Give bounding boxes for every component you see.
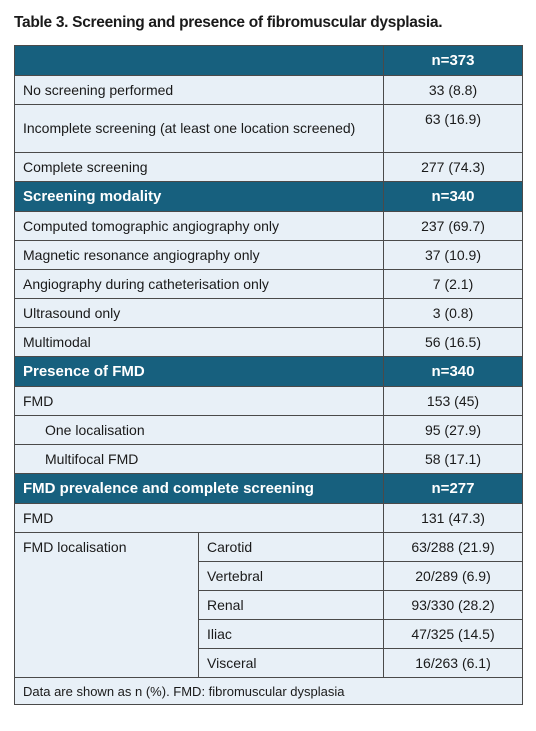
section-n: n=340 [383, 356, 523, 387]
table-row: Computed tomographic angiography only 237… [14, 211, 523, 241]
row-value: 37 (10.9) [383, 240, 523, 270]
table-row: FMD prevalence and complete screening n=2… [14, 473, 523, 504]
table-row: No screening performed 33 (8.8) [14, 75, 523, 105]
table-row: Complete screening 277 (74.3) [14, 152, 523, 182]
row-label: FMD [14, 503, 384, 533]
row-label: Complete screening [14, 152, 384, 182]
table-row: FMD localisation Carotid 63/288 (21.9) [14, 532, 523, 678]
row-label: No screening performed [14, 75, 384, 105]
section-n: n=340 [383, 181, 523, 212]
table-row: FMD 131 (47.3) [14, 503, 523, 533]
section-header: Screening modality [14, 181, 384, 212]
site-value: 93/330 (28.2) [383, 590, 523, 620]
table-row: Presence of FMD n=340 [14, 356, 523, 387]
site-value: 20/289 (6.9) [383, 561, 523, 591]
table: n=373 No screening performed 33 (8.8) Incom… [14, 45, 523, 705]
site-value: 47/325 (14.5) [383, 619, 523, 649]
table-row: FMD 153 (45) [14, 386, 523, 416]
row-label: Angiography during catheterisation only [14, 269, 384, 299]
row-value: 56 (16.5) [383, 327, 523, 357]
site-label: Visceral [198, 648, 384, 678]
row-label: Computed tomographic angiography only [14, 211, 384, 241]
subrow-value: 58 (17.1) [383, 444, 523, 474]
section-header [14, 45, 384, 76]
table-row: Angiography during catheterisation only 7… [14, 269, 523, 299]
table-row: Magnetic resonance angiography only 37 (1… [14, 240, 523, 270]
row-value: 277 (74.3) [383, 152, 523, 182]
table-row: Visceral 16/263 (6.1) [15, 648, 523, 678]
site-label: Iliac [198, 619, 384, 649]
site-value: 63/288 (21.9) [383, 532, 523, 562]
subrow-label: One localisation [14, 415, 384, 445]
row-label: Multimodal [14, 327, 384, 357]
section-header: Presence of FMD [14, 356, 384, 387]
table-row: Iliac 47/325 (14.5) [15, 619, 523, 649]
subrow-label: Multifocal FMD [14, 444, 384, 474]
row-value: 7 (2.1) [383, 269, 523, 299]
subrow-value: 95 (27.9) [383, 415, 523, 445]
row-label: FMD [14, 386, 384, 416]
site-label: Renal [198, 590, 384, 620]
table-row: Data are shown as n (%). FMD: fibromuscu… [14, 677, 523, 705]
row-value: 63 (16.9) [383, 104, 523, 153]
table-row: One localisation 95 (27.9) [14, 415, 523, 445]
site-label: Carotid [198, 532, 384, 562]
section-n: n=373 [383, 45, 523, 76]
table-title: Table 3. Screening and presence of fibro… [14, 14, 443, 31]
row-value: 33 (8.8) [383, 75, 523, 105]
row-label: Magnetic resonance angiography only [14, 240, 384, 270]
table-row: Incomplete screening (at least one locat… [14, 104, 523, 153]
row-label: FMD localisation [14, 532, 199, 678]
table-note: Data are shown as n (%). FMD: fibromuscu… [14, 677, 523, 705]
section-header: FMD prevalence and complete screening [14, 473, 384, 504]
table-row: n=373 [14, 45, 523, 76]
section-n: n=277 [383, 473, 523, 504]
site-value: 16/263 (6.1) [383, 648, 523, 678]
table-row: Multimodal 56 (16.5) [14, 327, 523, 357]
row-label: Incomplete screening (at least one locat… [14, 104, 384, 153]
row-value: 153 (45) [383, 386, 523, 416]
table-row: Vertebral 20/289 (6.9) [15, 561, 523, 591]
site-label: Vertebral [198, 561, 384, 591]
row-value: 131 (47.3) [383, 503, 523, 533]
row-value: 3 (0.8) [383, 298, 523, 328]
table-row: Ultrasound only 3 (0.8) [14, 298, 523, 328]
table-row: Screening modality n=340 [14, 181, 523, 212]
row-value: 237 (69.7) [383, 211, 523, 241]
row-label: Ultrasound only [14, 298, 384, 328]
table-row: Multifocal FMD 58 (17.1) [14, 444, 523, 474]
